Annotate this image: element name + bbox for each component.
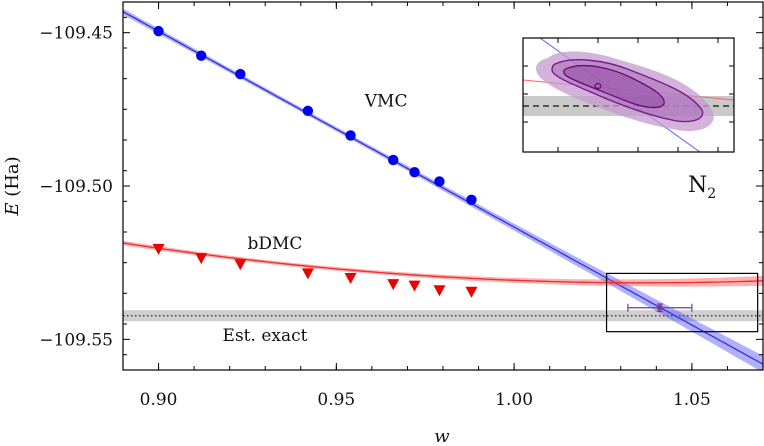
y-axis-label-e: E <box>2 203 23 217</box>
extrapolated-point <box>627 303 693 313</box>
bdmc-points <box>152 243 478 298</box>
inset-contour-inner <box>563 65 665 109</box>
system-label: N2 <box>688 173 716 202</box>
inset-ticks <box>523 38 734 152</box>
x-tick-label: 1.00 <box>495 390 533 410</box>
bdmc-fit-line <box>123 242 764 284</box>
vmc-point <box>345 130 356 141</box>
vmc-point <box>196 50 207 61</box>
bdmc-point <box>152 243 165 255</box>
axis-ticks: 0.90 0.95 1.00 1.05 −109.45 −109.50 −109.55 <box>39 2 763 410</box>
system-label-subscript: 2 <box>707 186 716 202</box>
vmc-points <box>153 25 477 205</box>
vmc-point <box>434 176 445 187</box>
y-axis-label: E (Ha) <box>2 156 23 216</box>
bdmc-point <box>195 253 208 265</box>
vmc-point <box>302 105 314 117</box>
extrapolated-marker <box>656 304 663 311</box>
vmc-fit-band <box>123 8 763 370</box>
bdmc-label: bDMC <box>247 234 302 254</box>
y-tick-label: −109.45 <box>39 24 113 44</box>
bdmc-fit-band <box>123 240 763 287</box>
x-tick-label: 0.95 <box>317 390 355 410</box>
y-tick-label: −109.50 <box>39 177 113 197</box>
vmc-point <box>388 154 399 166</box>
exact-estimate-label: Est. exact <box>223 326 308 346</box>
x-tick-label: 1.05 <box>673 390 711 410</box>
vmc-fit-line <box>123 11 764 365</box>
vmc-label: VMC <box>364 91 408 111</box>
inset-plot <box>522 37 735 153</box>
bdmc-point <box>465 286 478 298</box>
system-label-base: N <box>688 173 707 198</box>
vmc-point <box>153 25 164 37</box>
zoom-box <box>605 272 759 333</box>
inset-contour-mid <box>551 59 704 123</box>
x-tick-label: 0.90 <box>140 390 178 410</box>
vmc-point <box>409 167 420 178</box>
x-axis-label: w <box>434 426 450 446</box>
bdmc-point <box>234 259 247 271</box>
y-axis-label-unit: (Ha) <box>2 156 23 202</box>
vmc-point <box>235 68 246 80</box>
bdmc-point <box>408 280 421 292</box>
inset-center-marker <box>594 82 602 90</box>
vmc-point <box>466 194 477 205</box>
bdmc-point <box>433 285 446 297</box>
bdmc-point <box>301 268 314 280</box>
bdmc-point <box>387 279 400 291</box>
bdmc-point <box>344 273 357 284</box>
y-tick-label: −109.55 <box>39 330 113 350</box>
